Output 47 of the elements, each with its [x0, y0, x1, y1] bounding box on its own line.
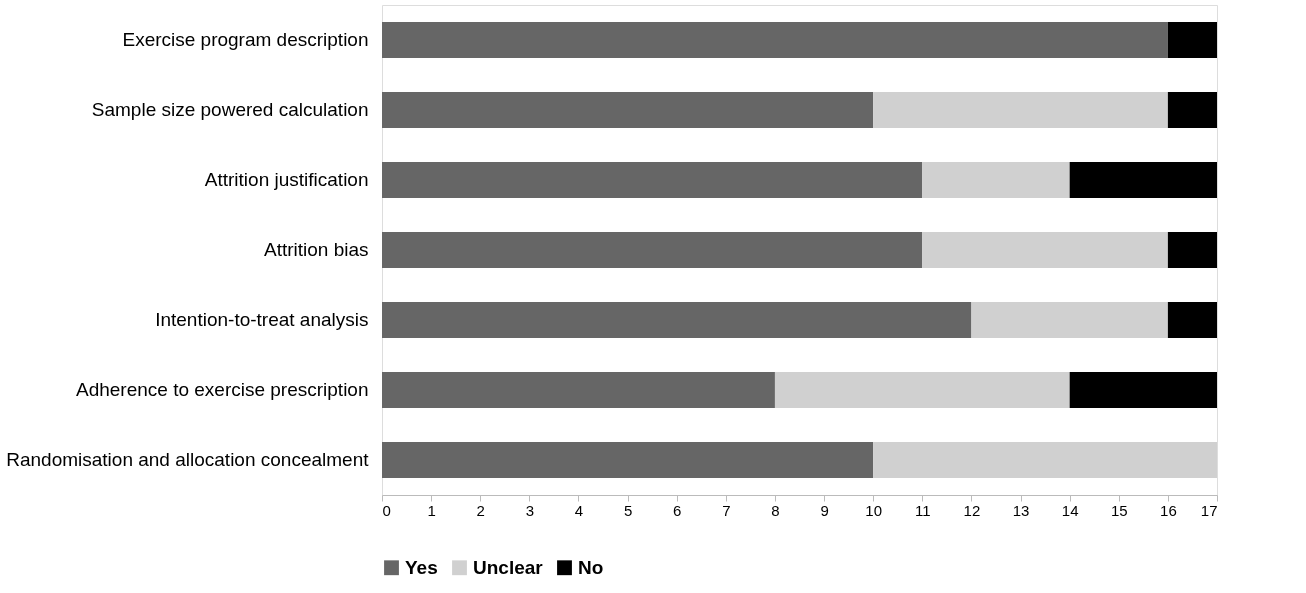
x-tick-label: 13	[1012, 501, 1030, 519]
legend-label: No	[578, 556, 604, 578]
y-tick-label: Exercise program description	[122, 29, 369, 50]
bar	[1167, 92, 1217, 128]
bar	[873, 442, 1217, 478]
bar	[1069, 162, 1217, 198]
bar	[1167, 22, 1217, 58]
bar	[382, 22, 1168, 58]
bar	[971, 302, 1168, 338]
y-tick-label: Adherence to exercise prescription	[75, 379, 369, 400]
bar	[382, 92, 874, 128]
x-tick-label: 10	[865, 501, 883, 519]
x-tick-label: 1	[427, 501, 436, 519]
x-tick-label: 4	[574, 501, 584, 519]
bar	[922, 162, 1070, 198]
x-tick-label: 14	[1061, 501, 1079, 519]
x-tick-label: 12	[963, 501, 981, 519]
bar	[1167, 302, 1217, 338]
y-tick-label: Sample size powered calculation	[91, 99, 369, 120]
y-tick-label: Attrition justification	[204, 169, 369, 190]
x-tick-label: 7	[722, 501, 731, 519]
x-tick-label: 0	[382, 501, 391, 519]
x-tick-label: 3	[525, 501, 535, 519]
x-tick-label: 15	[1110, 501, 1128, 519]
bar	[774, 372, 1070, 408]
bar	[382, 302, 972, 338]
x-tick-label: 5	[623, 501, 633, 519]
x-tick-label: 16	[1160, 501, 1177, 519]
bar	[382, 372, 775, 408]
bar	[382, 442, 874, 478]
y-tick-label: Attrition bias	[263, 239, 369, 260]
bar	[382, 232, 923, 268]
bar	[1167, 232, 1217, 268]
legend-label: Yes	[405, 556, 438, 578]
x-tick-label: 9	[820, 501, 829, 519]
bar	[873, 92, 1168, 128]
bar	[922, 232, 1168, 268]
x-tick-label: 17	[1200, 501, 1218, 519]
x-tick-label: 11	[915, 501, 931, 519]
bar	[1069, 372, 1217, 408]
bar	[382, 162, 923, 198]
x-tick-label: 2	[476, 501, 485, 519]
x-tick-label: 8	[771, 501, 780, 519]
y-tick-label: Randomisation and allocation concealment	[6, 449, 370, 470]
legend-label: Unclear	[473, 556, 544, 578]
y-tick-label: Intention-to-treat analysis	[155, 309, 369, 330]
x-tick-label: 6	[673, 501, 682, 519]
